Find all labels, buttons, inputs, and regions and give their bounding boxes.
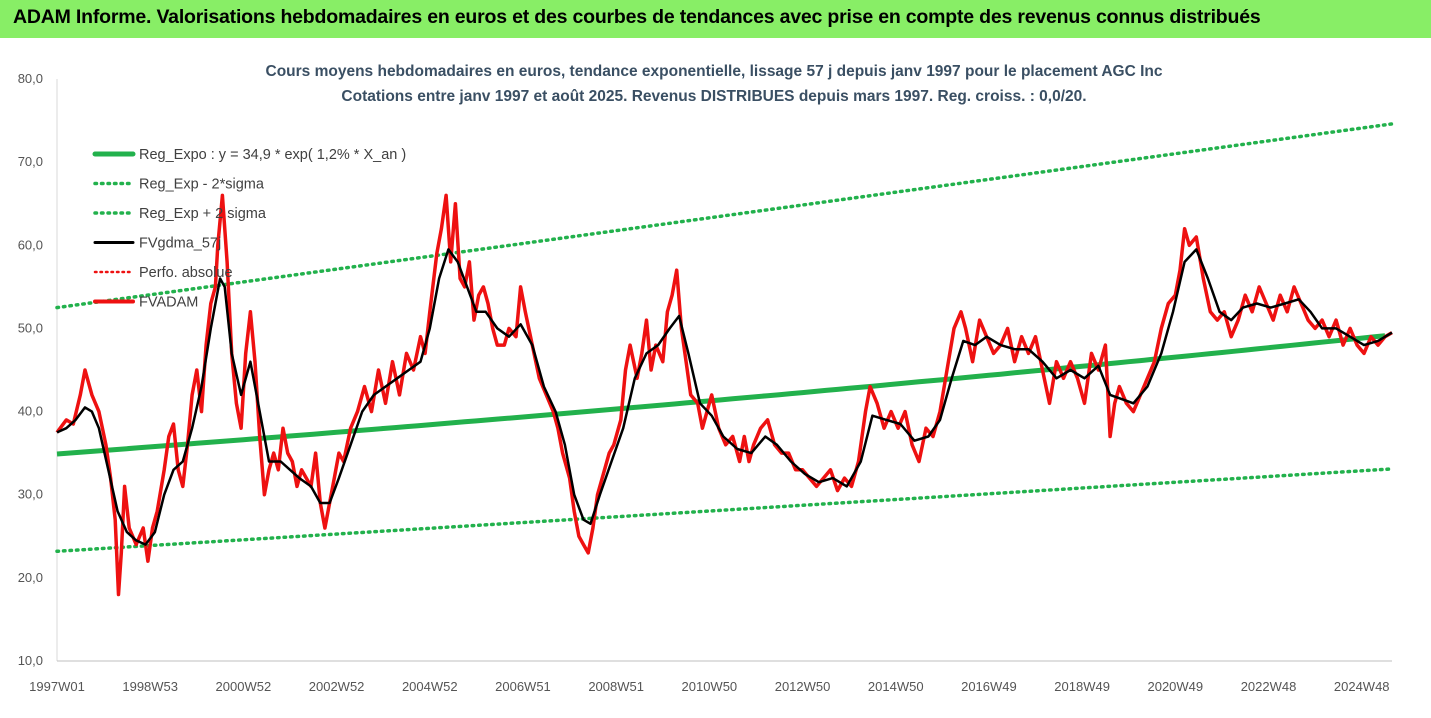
y-tick-label: 60,0 bbox=[18, 237, 43, 252]
fvadam-line bbox=[55, 193, 1393, 597]
reg-exp-minus-2-sigma-line bbox=[55, 467, 1394, 554]
x-tick-label: 2020W49 bbox=[1147, 679, 1203, 694]
x-tick-label: 2014W50 bbox=[868, 679, 924, 694]
reg-exp-plus-2-sigma-line bbox=[55, 122, 1394, 310]
y-tick-label: 40,0 bbox=[18, 404, 43, 419]
x-tick-label: 2012W50 bbox=[775, 679, 831, 694]
chart-title: Cours moyens hebdomadaires en euros, ten… bbox=[266, 63, 1163, 80]
x-tick-label: 1997W01 bbox=[29, 679, 85, 694]
fvgdma-57j-line bbox=[56, 248, 1393, 546]
x-tick-label: 2018W49 bbox=[1054, 679, 1110, 694]
y-tick-label: 30,0 bbox=[18, 487, 43, 502]
x-tick-label: 2002W52 bbox=[309, 679, 365, 694]
chart-area: Cours moyens hebdomadaires en euros, ten… bbox=[0, 38, 1431, 718]
x-tick-label: 2022W48 bbox=[1241, 679, 1297, 694]
chart-background bbox=[0, 38, 1431, 718]
report-title: ADAM Informe. Valorisations hebdomadaire… bbox=[13, 6, 1261, 28]
legend-perfo-absolue-label: Perfo. absolue bbox=[139, 265, 233, 281]
legend-fvadam-label: FVADAM bbox=[139, 295, 198, 311]
y-tick-label: 10,0 bbox=[18, 653, 43, 668]
x-tick-label: 2010W50 bbox=[682, 679, 738, 694]
y-tick-label: 80,0 bbox=[18, 71, 43, 86]
x-tick-label: 2016W49 bbox=[961, 679, 1017, 694]
axes: 10,0 20,0 30,0 40,0 50,0 60,0 70,0 80,0 1997W01 1… bbox=[18, 71, 1392, 694]
series-lines bbox=[55, 122, 1394, 597]
y-tick-label: 20,0 bbox=[18, 570, 43, 585]
legend-fvgdma-label: FVgdma_57j bbox=[139, 236, 221, 252]
x-tick-label: 2000W52 bbox=[216, 679, 272, 694]
x-tick-label: 1998W53 bbox=[122, 679, 178, 694]
y-tick-label: 50,0 bbox=[18, 320, 43, 335]
x-tick-label: 2008W51 bbox=[588, 679, 644, 694]
x-tick-label: 2004W52 bbox=[402, 679, 458, 694]
legend-reg-exp-plus-label: Reg_Exp + 2 sigma bbox=[139, 206, 267, 222]
legend: Reg_Expo : y = 34,9 * exp( 1,2% * X_an )… bbox=[92, 147, 406, 311]
legend-reg-expo-label: Reg_Expo : y = 34,9 * exp( 1,2% * X_an ) bbox=[139, 147, 406, 163]
legend-reg-exp-minus-label: Reg_Exp - 2*sigma bbox=[139, 177, 265, 193]
report-banner: ADAM Informe. Valorisations hebdomadaire… bbox=[0, 0, 1431, 39]
y-tick-label: 70,0 bbox=[18, 154, 43, 169]
chart-subtitle: Cotations entre janv 1997 et août 2025. … bbox=[341, 88, 1086, 105]
x-tick-label: 2024W48 bbox=[1334, 679, 1390, 694]
x-tick-label: 2006W51 bbox=[495, 679, 551, 694]
reg-expo-line bbox=[56, 333, 1386, 457]
